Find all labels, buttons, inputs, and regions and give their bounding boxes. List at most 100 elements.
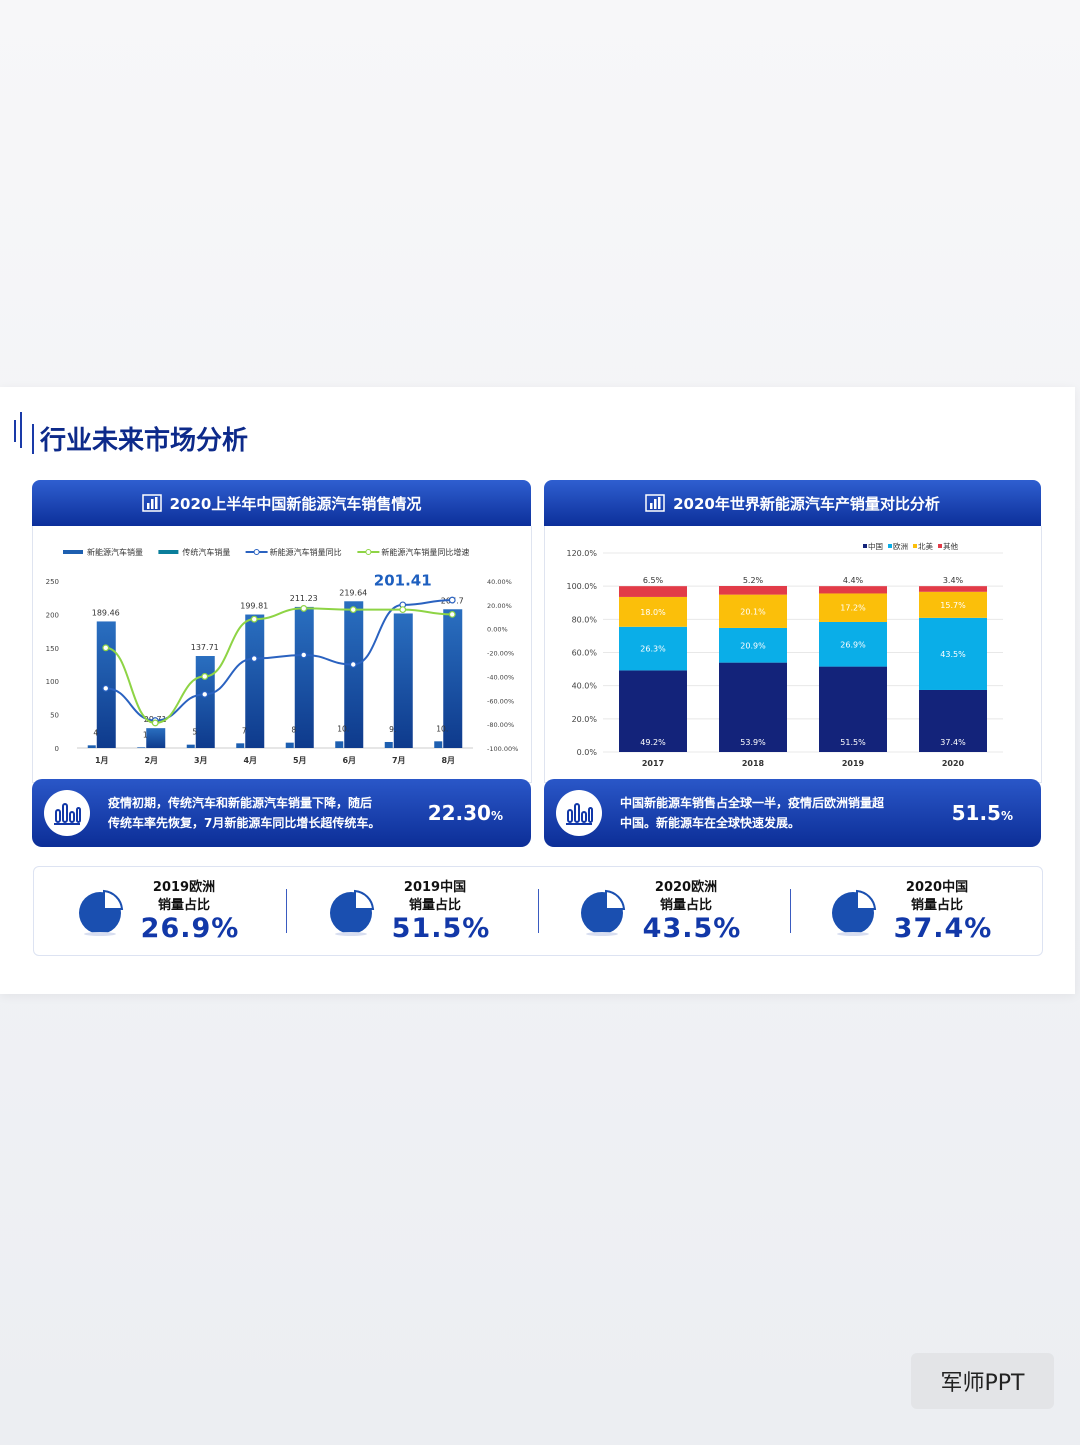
legend-label: 其他 [943,541,958,551]
stacked-segment [619,626,687,671]
legend-label: 传统汽车销量 [182,547,230,557]
nev-value-label: 10. [337,724,349,733]
right-info-unit: % [1000,809,1013,823]
stat-label-line-1: 2020中国 [905,880,969,895]
stat-label-line-2: 销量占比 [157,898,210,913]
segment-label: 18.0% [640,608,666,617]
legend-label: 欧洲 [893,541,908,551]
yoy-point [250,655,258,662]
y-tick-label: 150 [46,645,59,653]
legend-swatch [158,550,179,554]
nev-bar [335,741,344,748]
stat-label-line-2: 销量占比 [910,898,963,913]
x-tick-label: 2017 [642,759,664,768]
nev-value-label: 4 [93,728,98,737]
nev-bar [285,742,294,748]
stacked-segment [819,586,887,594]
y-tick-label: 40.0% [572,682,598,691]
traditional-bar [344,601,364,748]
stat-label: 2020中国 销量占比 [887,879,987,915]
page-title: 行业未来市场分析 [40,426,249,456]
growth-point [448,610,456,618]
right-panel-title: 2020年世界新能源汽车产销量对比分析 [673,494,940,513]
x-tick-label: 2018 [742,759,765,768]
legend-swatch [888,544,892,548]
right-info-bar: 中国新能源车销售占全球一半，疫情后欧洲销量超 中国。新能源车在全球快速发展。 5… [544,779,1041,847]
nev-value-label: 8 [291,726,296,735]
stacked-segment [819,621,887,667]
traditional-bar [443,609,463,748]
title-decoration [14,420,16,442]
left-info-value: 22.30% [428,801,503,825]
stacked-segment [619,596,687,627]
stat-card: 2019中国 销量占比 51.5% [285,867,537,955]
legend-swatch [938,544,942,548]
left-panel-title: 2020上半年中国新能源汽车销售情况 [169,494,422,513]
y2-tick-label: -60.00% [487,697,514,705]
stat-label-line-1: 2020欧洲 [654,880,718,895]
right-info-line-1: 中国新能源车销售占全球一半，疫情后欧洲销量超 [620,796,885,810]
legend-swatch [913,544,917,548]
right-chart-area: 0.0% 20.0% 40.0% 60.0% 80.0% 100.0% 120.0% 中国 欧洲… [544,526,1042,783]
stat-value: 43.5% [642,913,742,944]
stat-label: 2019中国 销量占比 [385,879,485,915]
legend-swatch [63,550,83,554]
divider [538,889,539,933]
legend-marker [253,549,260,555]
nev-value-label: 1 [143,730,148,739]
stat-card: 2020欧洲 销量占比 43.5% [536,867,788,955]
brand-badge[interactable]: 军师PPT [911,1353,1054,1409]
nev-bar [384,741,393,748]
nev-value-label: 5 [192,728,197,737]
legend-label: 中国 [868,541,883,551]
segment-label: 26.3% [640,645,666,654]
y-tick-label: 0 [55,745,59,753]
y-tick-label: 120.0% [566,549,597,558]
highlight-value: 201.41 [374,571,432,589]
y-tick-label: 50 [50,712,59,720]
x-tick-label: 2019 [842,759,865,768]
growth-point [250,615,258,623]
stacked-segment [919,617,987,690]
bar-chart-icon [645,494,665,512]
segment-label: 20.1% [740,607,766,616]
y-tick-label: 60.0% [572,649,598,658]
bar-value-label: 219.64 [339,588,367,597]
segment-label: 49.2% [640,738,666,747]
right-info-value: 51.5% [952,801,1013,825]
yoy-point [300,651,308,659]
x-tick-label: 4月 [243,756,257,765]
left-info-bar: 疫情初期，传统汽车和新能源汽车销量下降，随后 传统车率先恢复，7月新能源车同比增… [32,779,531,847]
growth-point [151,719,159,727]
stat-value: 37.4% [893,913,993,944]
bar-chart-icon [141,494,162,512]
nev-bar [236,743,245,748]
stat-label-line-2: 销量占比 [408,898,461,913]
bar-value-label: 137.71 [191,643,219,652]
x-tick-label: 6月 [342,756,356,765]
y-tick-label: 100.0% [566,582,597,591]
stacked-segment [619,670,687,752]
left-info-unit: % [490,809,503,823]
nev-value-label: 10. [436,724,448,733]
stat-label: 2020欧洲 销量占比 [636,879,736,915]
yoy-point [102,684,110,692]
traditional-bar [294,606,314,748]
y2-tick-label: 20.00% [487,602,512,610]
bar-value-label: 211.23 [290,594,318,603]
y2-tick-label: -80.00% [487,721,514,729]
divider [790,889,791,933]
x-tick-label: 2月 [144,756,158,765]
x-tick-label: 5月 [293,756,307,765]
stat-card: 2019欧洲 销量占比 26.9% [34,867,286,955]
growth-point [300,605,308,612]
bar-value-label: 199.81 [240,602,268,611]
stacked-segment [919,591,987,618]
segment-label: 20.9% [740,641,766,650]
stat-label: 2019欧洲 销量占比 [134,879,234,915]
stacked-segment [919,586,987,592]
stat-label-line-1: 2019中国 [403,880,467,895]
title-decoration [32,424,34,454]
stacked-segment [719,594,787,628]
y2-tick-label: 40.00% [487,578,512,586]
